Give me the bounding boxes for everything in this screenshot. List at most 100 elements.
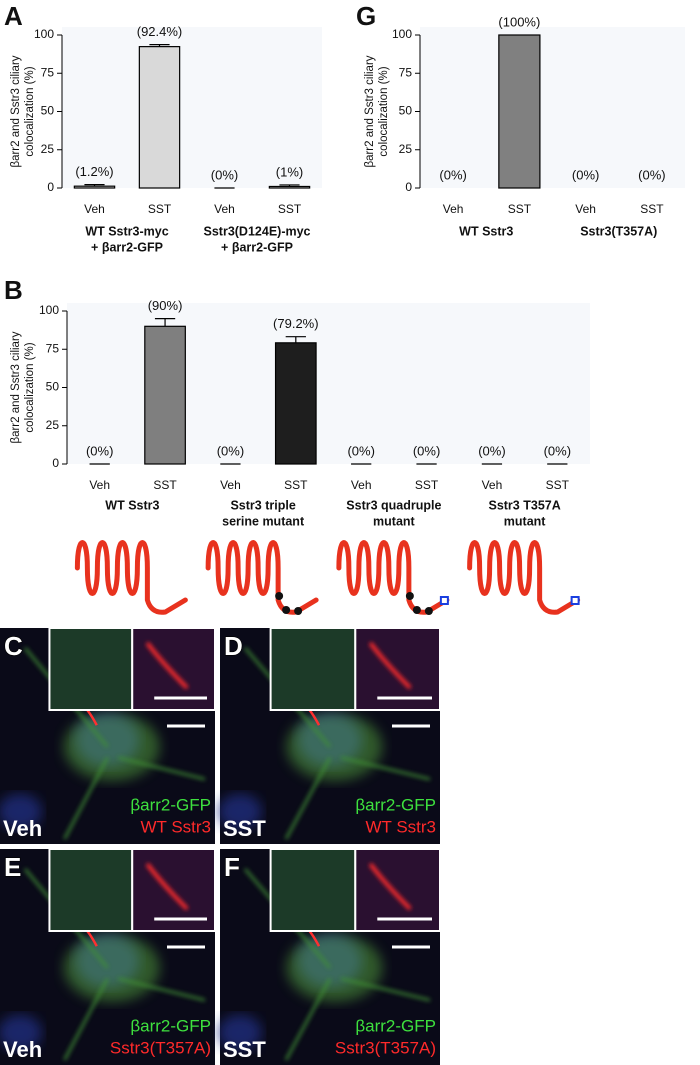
x-tick-label: SST	[284, 478, 308, 492]
panel-label: C	[4, 631, 23, 661]
mutation-site	[439, 596, 449, 605]
cell-body	[63, 712, 160, 781]
phospho-site	[424, 607, 433, 615]
stain-label: WT Sstr3	[140, 817, 211, 836]
group-label: serine mutant	[222, 514, 305, 528]
condition-label: Veh	[3, 816, 42, 841]
x-tick-label: Veh	[84, 202, 105, 216]
phospho-site	[294, 607, 303, 615]
stain-label: WT Sstr3	[365, 817, 436, 836]
condition-label: Veh	[3, 1037, 42, 1062]
x-tick-label: SST	[278, 202, 302, 216]
panel-label: A	[4, 1, 23, 31]
bar	[274, 342, 317, 465]
stain-label: βarr2-GFP	[355, 1016, 436, 1035]
y-axis-label: βarr2 and Sstr3 ciliary	[10, 55, 22, 167]
y-tick-label: 0	[405, 180, 412, 194]
inset-cilium	[368, 862, 412, 911]
stain-label: βarr2-GFP	[130, 795, 211, 814]
bar	[498, 34, 541, 189]
inset-red	[354, 627, 441, 711]
group-label: WT Sstr3	[459, 224, 513, 238]
cell-body	[63, 933, 160, 1002]
value-label: (0%)	[439, 167, 466, 182]
inset-red	[131, 848, 217, 932]
y-tick-label: 25	[399, 142, 413, 156]
value-label: (0%)	[217, 443, 244, 458]
y-axis-label: βarr2 and Sstr3 ciliary	[10, 331, 22, 443]
stain-label: Sstr3(T357A)	[335, 1038, 436, 1057]
panel-label: E	[4, 852, 21, 882]
panel-label: F	[224, 852, 240, 882]
value-label: (0%)	[478, 443, 505, 458]
inset-green	[48, 627, 134, 711]
y-axis-label: colocalization (%)	[24, 342, 36, 432]
inset-green	[269, 848, 357, 932]
value-label: (0%)	[347, 443, 374, 458]
y-tick-label: 50	[41, 104, 55, 118]
cell-body	[286, 933, 383, 1002]
nucleus	[218, 793, 262, 830]
value-label: (100%)	[498, 14, 540, 29]
group-label: + βarr2-GFP	[221, 240, 293, 254]
bar	[144, 325, 186, 465]
stain-label: βarr2-GFP	[355, 795, 436, 814]
value-label: (0%)	[572, 167, 599, 182]
y-tick-label: 100	[39, 303, 59, 317]
inset-green	[48, 848, 134, 932]
group-label: WT Sstr3	[105, 498, 159, 512]
bar	[268, 185, 311, 189]
bar-chart: A 0 25 50 75 100 βarr2 and Sstr3 ciliary coloca…	[4, 1, 322, 254]
x-tick-label: SST	[546, 478, 570, 492]
group-label: Sstr3(D124E)-myc	[204, 224, 311, 238]
receptor-cartoon	[74, 540, 188, 615]
x-tick-label: SST	[415, 478, 439, 492]
y-axis-label: colocalization (%)	[378, 66, 390, 156]
plot-area	[420, 27, 685, 188]
inset-red	[354, 848, 441, 932]
y-tick-label: 50	[46, 380, 60, 394]
x-tick-label: SST	[148, 202, 172, 216]
x-tick-label: SST	[153, 478, 177, 492]
y-axis-label: βarr2 and Sstr3 ciliary	[364, 55, 376, 167]
inset-cilium	[368, 641, 412, 690]
y-tick-label: 0	[47, 180, 54, 194]
y-tick-label: 75	[41, 65, 55, 79]
group-label: Sstr3 T357A	[488, 498, 560, 512]
x-tick-label: Veh	[351, 478, 372, 492]
micrograph: E Veh βarr2-GFP Sstr3(T357A)	[0, 848, 217, 1065]
group-label: + βarr2-GFP	[91, 240, 163, 254]
y-tick-label: 0	[52, 456, 59, 470]
x-tick-label: Veh	[443, 202, 464, 216]
x-tick-label: Veh	[482, 478, 503, 492]
stain-label: βarr2-GFP	[130, 1016, 211, 1035]
x-tick-label: Veh	[89, 478, 110, 492]
inset-green	[269, 627, 357, 711]
cell-body	[286, 712, 383, 781]
inset-cilium	[145, 641, 189, 690]
nucleus	[0, 1014, 42, 1051]
value-label: (1.2%)	[75, 164, 113, 179]
value-label: (0%)	[413, 443, 440, 458]
inset-cilium	[145, 862, 189, 911]
condition-label: SST	[223, 1037, 266, 1062]
micrograph: D SST βarr2-GFP WT Sstr3	[218, 627, 441, 844]
receptor-cartoon	[467, 540, 581, 615]
micrograph: C Veh βarr2-GFP WT Sstr3	[0, 627, 217, 844]
y-tick-label: 25	[41, 142, 55, 156]
bar-chart: G 0 25 50 75 100 βarr2 and Sstr3 ciliary coloca…	[356, 1, 685, 238]
bar-chart: B 0 25 50 75 100 βarr2 and Sstr3 ciliary coloca…	[4, 275, 590, 615]
nucleus	[0, 793, 42, 830]
bar	[73, 185, 116, 189]
stain-label: Sstr3(T357A)	[110, 1038, 211, 1057]
value-label: (0%)	[638, 167, 665, 182]
value-label: (0%)	[544, 443, 571, 458]
value-label: (92.4%)	[137, 24, 183, 39]
group-label: WT Sstr3-myc	[85, 224, 168, 238]
inset-red	[131, 627, 217, 711]
group-label: Sstr3 triple	[230, 498, 295, 512]
y-tick-label: 100	[392, 27, 412, 41]
panel-label: D	[224, 631, 243, 661]
